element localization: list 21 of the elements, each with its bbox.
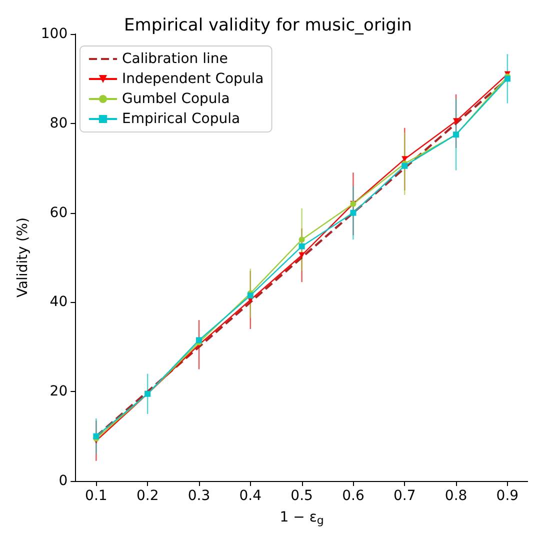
y-tick-label: 60 bbox=[50, 204, 68, 221]
y-tick-label: 80 bbox=[50, 115, 68, 132]
x-tick-label: 0.9 bbox=[496, 488, 519, 504]
chart-title: Empirical validity for music_origin bbox=[124, 16, 412, 36]
y-tick-label: 0 bbox=[58, 473, 68, 489]
x-tick-label: 0.3 bbox=[188, 488, 210, 504]
x-tick-label: 0.1 bbox=[85, 488, 108, 504]
legend-label: Empirical Copula bbox=[122, 111, 240, 127]
y-axis-title: Validity (%) bbox=[15, 217, 31, 298]
x-tick-label: 0.2 bbox=[136, 488, 159, 504]
x-tick-label: 0.4 bbox=[239, 488, 262, 504]
legend-label: Calibration line bbox=[122, 51, 228, 67]
y-tick-label: 40 bbox=[50, 294, 68, 310]
legend-label: Independent Copula bbox=[122, 71, 264, 87]
y-tick-label: 100 bbox=[40, 26, 68, 42]
x-tick-label: 0.7 bbox=[393, 488, 416, 504]
x-tick-label: 0.6 bbox=[342, 488, 364, 504]
x-tick-label: 0.5 bbox=[290, 488, 313, 504]
y-tick-label: 20 bbox=[50, 384, 68, 400]
x-tick-label: 0.8 bbox=[444, 488, 468, 504]
legend-label: Gumbel Copula bbox=[122, 91, 230, 107]
